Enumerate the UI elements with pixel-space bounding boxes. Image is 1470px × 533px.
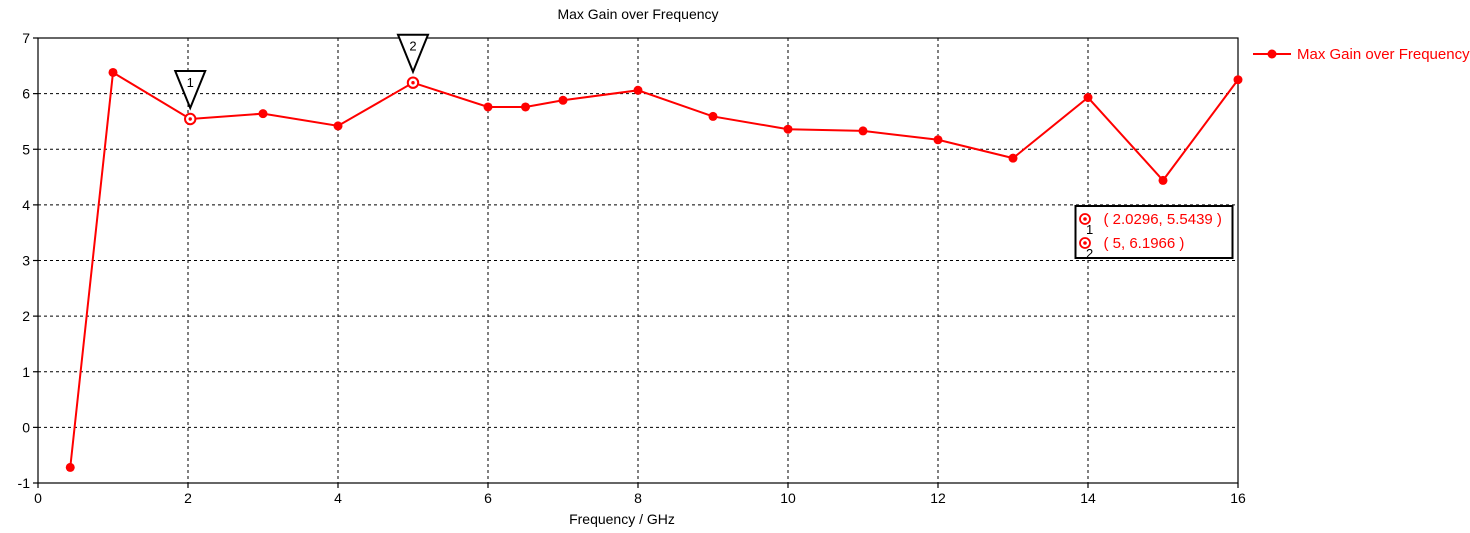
- legend: Max Gain over Frequency: [1253, 46, 1470, 63]
- x-tick-label: 0: [34, 490, 42, 506]
- data-point: [708, 111, 718, 121]
- marker-readout-value: ( 5, 6.1966 ): [1104, 235, 1185, 252]
- data-point: [933, 135, 943, 145]
- data-point: [333, 121, 343, 131]
- marker-triangle-number: 2: [409, 39, 416, 54]
- y-tick-label: 6: [22, 86, 30, 102]
- marker-triangle-number: 1: [187, 75, 194, 90]
- data-point: [483, 102, 493, 112]
- marker-readout-number: 1: [1086, 222, 1093, 237]
- x-tick-label: 12: [930, 490, 946, 506]
- marked-data-point-dot: [411, 80, 415, 85]
- x-axis-label: Frequency / GHz: [569, 511, 675, 527]
- y-tick-label: 3: [22, 253, 30, 269]
- x-tick-label: 4: [334, 490, 342, 506]
- y-tick-label: 1: [22, 364, 30, 380]
- marker-triangle-1[interactable]: [173, 69, 207, 111]
- series-line: [69, 70, 1239, 468]
- data-point: [65, 462, 75, 472]
- data-point: [521, 102, 530, 112]
- x-tick-label: 2: [184, 490, 192, 506]
- data-point: [1158, 175, 1168, 185]
- y-tick-label: 2: [22, 308, 30, 324]
- marker-triangle-2[interactable]: [396, 33, 430, 75]
- marker-readout-box[interactable]: [1074, 205, 1234, 259]
- data-point: [783, 124, 793, 134]
- y-tick-label: 4: [22, 197, 30, 213]
- legend-label: Max Gain over Frequency: [1297, 46, 1470, 63]
- chart-title: Max Gain over Frequency: [557, 6, 718, 22]
- marker-readout-dot-icon: [1083, 217, 1087, 221]
- data-point: [1233, 75, 1243, 85]
- y-tick-label: 5: [22, 141, 30, 157]
- x-tick-label: 10: [780, 490, 796, 506]
- data-point: [633, 85, 643, 95]
- x-tick-label: 16: [1230, 490, 1246, 506]
- y-tick-label: -1: [18, 475, 31, 491]
- marker-readout-number: 2: [1086, 246, 1093, 261]
- data-point: [108, 67, 118, 77]
- data-point: [858, 126, 868, 136]
- marked-data-point-dot: [188, 117, 192, 121]
- data-point: [1008, 153, 1018, 163]
- data-point: [1083, 93, 1093, 103]
- x-tick-label: 8: [634, 490, 642, 506]
- data-point: [558, 95, 568, 105]
- marker-readout-dot-icon: [1083, 241, 1087, 245]
- x-tick-label: 14: [1080, 490, 1096, 506]
- data-point: [258, 109, 268, 119]
- marker-readout-value: ( 2.0296, 5.5439 ): [1104, 211, 1222, 228]
- y-tick-label: 7: [22, 30, 30, 46]
- x-tick-label: 6: [484, 490, 492, 506]
- y-tick-label: 0: [22, 419, 30, 435]
- legend-marker-dot-icon: [1267, 49, 1277, 59]
